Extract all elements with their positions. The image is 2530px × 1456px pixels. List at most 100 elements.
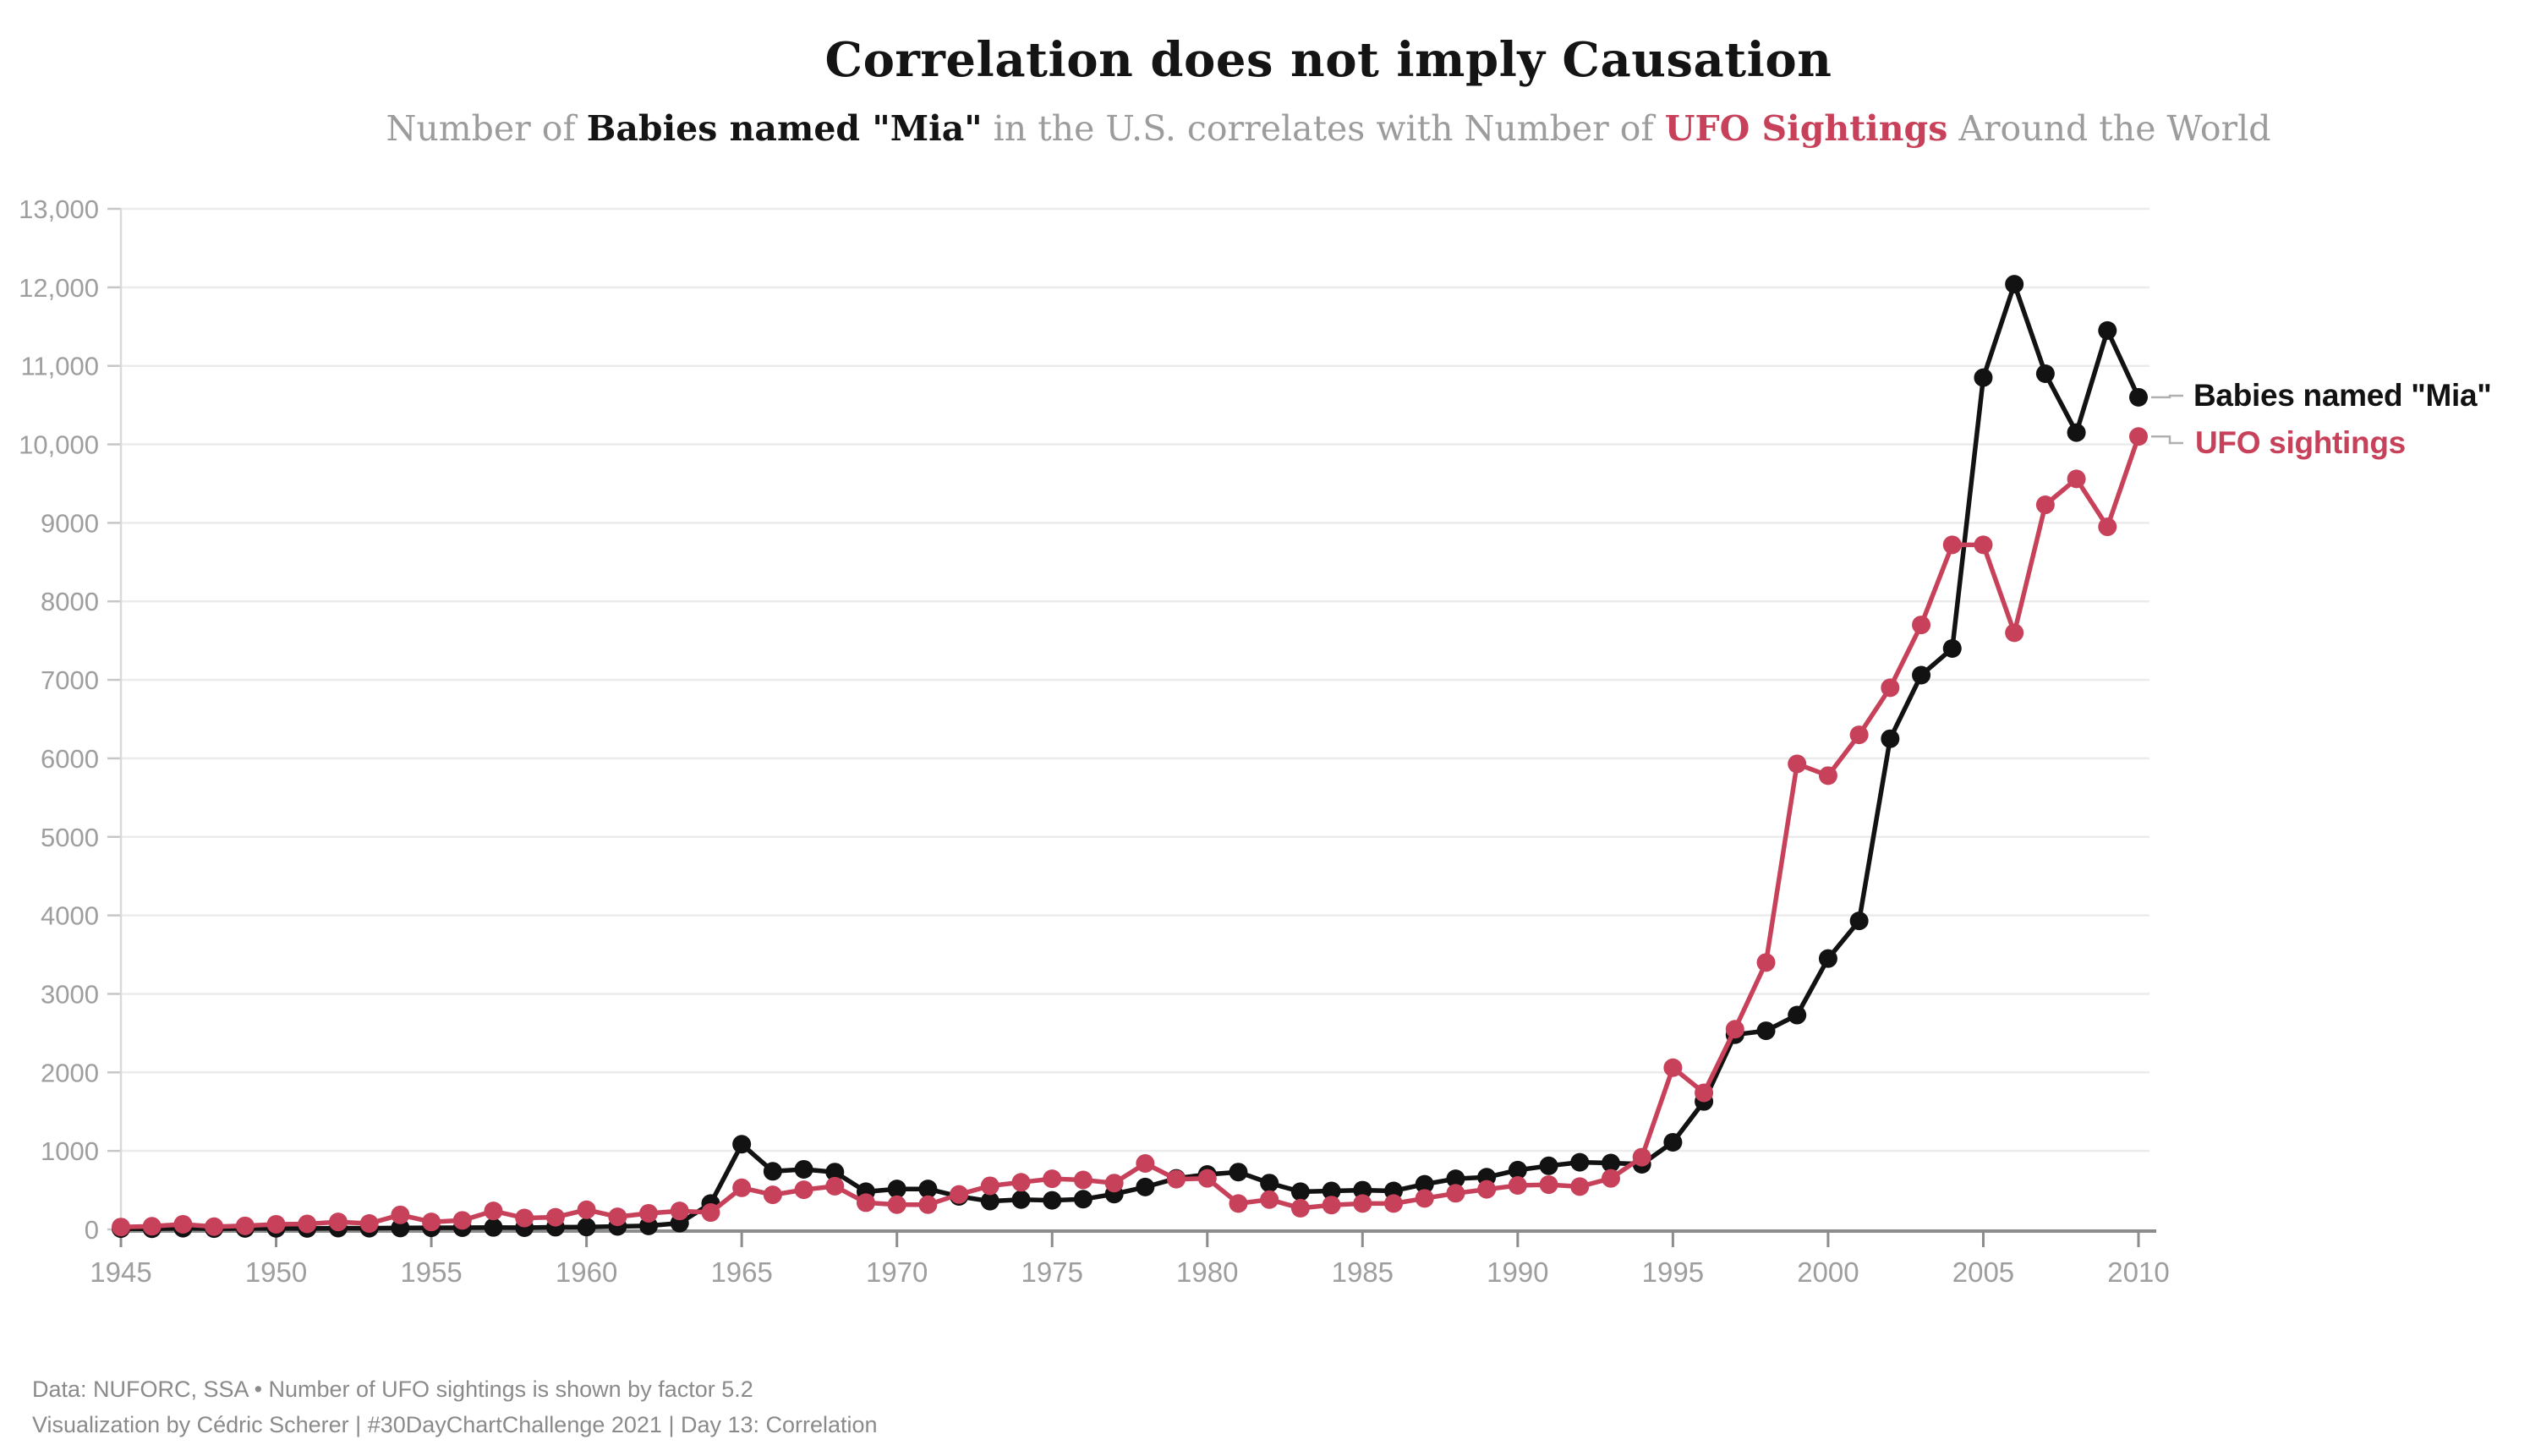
- y-tick-label: 10,000: [19, 430, 99, 460]
- ufo-point: [639, 1203, 659, 1223]
- ufo-point: [1508, 1176, 1527, 1196]
- ufo-point: [1446, 1184, 1465, 1203]
- ufo-point: [794, 1180, 813, 1200]
- mia-point: [2035, 364, 2055, 383]
- y-tick-label: 5000: [41, 823, 99, 852]
- mia-point: [887, 1180, 906, 1199]
- x-tick-label: 1945: [90, 1256, 151, 1288]
- x-tick-label: 1975: [1021, 1256, 1083, 1288]
- x-tick-label: 1970: [866, 1256, 928, 1288]
- ufo-point: [2129, 427, 2148, 446]
- x-tick-label: 2010: [2107, 1256, 2169, 1288]
- ufo-point: [887, 1195, 906, 1214]
- mia-point: [1881, 729, 1900, 748]
- x-tick-label: 1995: [1642, 1256, 1704, 1288]
- mia-point: [918, 1180, 938, 1199]
- ufo-point: [452, 1211, 472, 1230]
- ufo-point: [1073, 1170, 1092, 1190]
- ufo-point: [856, 1193, 875, 1212]
- mia-point: [1073, 1190, 1092, 1209]
- ufo-point: [1601, 1169, 1620, 1188]
- x-tick-label: 1990: [1487, 1256, 1548, 1288]
- ufo-point: [1290, 1198, 1310, 1218]
- ufo-line: [118, 434, 2141, 1229]
- y-tick-label: 6000: [41, 744, 99, 774]
- ufo-point: [1104, 1174, 1124, 1193]
- subtitle-mid: in the U.S. correlates with Number of: [982, 108, 1665, 149]
- page-title: Correlation does not imply Causation: [824, 32, 1832, 88]
- y-tick-label: 8000: [41, 587, 99, 616]
- x-tick-label: 1965: [710, 1256, 772, 1288]
- mia-point: [2067, 423, 2086, 442]
- ufo-point: [1725, 1020, 1744, 1039]
- ufo-point: [1695, 1083, 1714, 1103]
- mia-point: [1290, 1182, 1310, 1201]
- x-tick-label: 1980: [1176, 1256, 1238, 1288]
- ufo-point: [1011, 1173, 1031, 1192]
- ufo-point: [1849, 725, 1869, 745]
- subtitle-babies-highlight: Babies named "Mia": [586, 108, 983, 149]
- ufo-point: [763, 1185, 782, 1205]
- mia-point: [391, 1218, 410, 1238]
- x-tick-label: 1955: [400, 1256, 462, 1288]
- y-tick-label: 12,000: [19, 273, 99, 303]
- page-subtitle: Number of Babies named "Mia" in the U.S.…: [127, 108, 2530, 149]
- x-tick-label: 2005: [1952, 1256, 2014, 1288]
- y-tick-label: 11,000: [20, 352, 99, 381]
- mia-point: [1508, 1160, 1527, 1180]
- mia-point: [1849, 911, 1869, 931]
- ufo-point: [328, 1212, 348, 1232]
- ufo-point: [1384, 1194, 1404, 1213]
- mia-point: [484, 1218, 503, 1237]
- caption-credit: Visualization by Cédric Scherer | #30Day…: [32, 1412, 878, 1437]
- x-tick-label: 1950: [245, 1256, 307, 1288]
- ufo-point: [918, 1195, 938, 1214]
- mia-point: [1788, 1005, 1807, 1025]
- mia-point: [732, 1135, 752, 1154]
- mia-point: [1260, 1174, 1279, 1193]
- mia-point: [1756, 1021, 1776, 1041]
- y-tick-label: 13,000: [19, 194, 99, 224]
- ufo-point: [1539, 1175, 1558, 1195]
- mia-point: [1942, 638, 1962, 658]
- mia-point: [794, 1159, 813, 1179]
- ufo-point: [1881, 678, 1900, 698]
- ufo-point: [142, 1217, 162, 1236]
- x-tick-label: 1960: [556, 1256, 617, 1288]
- ufo-point: [422, 1212, 441, 1232]
- ufo-point: [1788, 754, 1807, 774]
- ufo-point: [1043, 1169, 1062, 1189]
- ufo-point: [701, 1203, 720, 1223]
- mia-point: [1601, 1153, 1620, 1173]
- mia-point: [1322, 1181, 1341, 1201]
- mia-point: [2129, 387, 2148, 407]
- ufo-point: [950, 1185, 969, 1204]
- ufo-point: [2098, 517, 2117, 537]
- mia-point: [1229, 1163, 1248, 1182]
- ufo-point: [1912, 616, 1931, 635]
- subtitle-suffix: Around the World: [1947, 108, 2271, 149]
- ufo-point: [515, 1208, 534, 1228]
- ufo-point: [359, 1214, 379, 1234]
- ufo-point: [1197, 1169, 1217, 1188]
- mia-point: [1974, 368, 1993, 387]
- ufo-point: [1136, 1154, 1155, 1174]
- mia-point: [1043, 1191, 1062, 1210]
- y-tick-label: 1000: [41, 1136, 99, 1166]
- mia-point: [1539, 1156, 1558, 1175]
- ufo-point: [266, 1214, 286, 1234]
- ufo-point: [732, 1178, 752, 1197]
- ufo-point: [545, 1207, 565, 1227]
- ufo-point: [670, 1201, 689, 1221]
- ufo-point: [1353, 1194, 1372, 1213]
- legend-label-babies: Babies named "Mia": [2193, 378, 2492, 413]
- y-tick-label: 4000: [41, 901, 99, 931]
- ufo-point: [1818, 766, 1837, 785]
- ufo-point: [1477, 1180, 1497, 1199]
- ufo-point: [1260, 1190, 1279, 1209]
- ufo-point: [1322, 1196, 1341, 1215]
- ufo-point: [1229, 1194, 1248, 1213]
- ufo-point: [1942, 535, 1962, 555]
